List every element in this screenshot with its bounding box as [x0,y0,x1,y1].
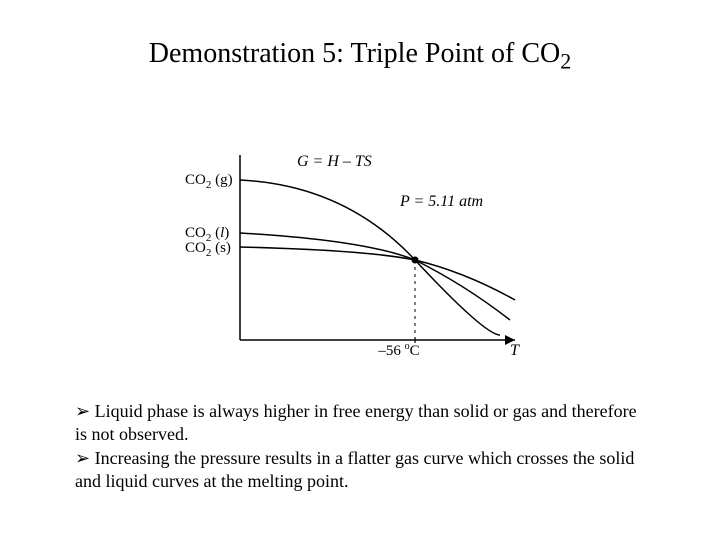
bullet-1-text: Liquid phase is always higher in free en… [75,401,637,444]
gibbs-energy-chart: G = H – TS P = 5.11 atm T –56 oC CO2 (g)… [145,150,545,370]
x-tick-label: –56 oC [377,341,419,359]
title-subscript: 2 [560,49,571,74]
body-text: ➢ Liquid phase is always higher in free … [75,400,645,494]
x-axis-label: T [510,342,520,359]
title-text: Demonstration 5: Triple Point of CO [149,38,560,69]
chart-svg: G = H – TS P = 5.11 atm T –56 oC CO2 (g)… [145,150,545,370]
bullet-arrow-icon: ➢ [75,448,90,468]
solid-curve [240,247,515,300]
bullet-arrow-icon: ➢ [75,401,90,421]
triple-point-marker [412,257,419,264]
bullet-1: ➢ Liquid phase is always higher in free … [75,401,637,444]
gas-label: CO2 (g) [185,172,233,191]
pressure-label: P = 5.11 atm [399,193,483,210]
liquid-curve [240,233,510,320]
bullet-2: ➢ Increasing the pressure results in a f… [75,448,634,491]
equation-label: G = H – TS [297,153,372,170]
page-title: Demonstration 5: Triple Point of CO2 [0,38,720,75]
bullet-2-text: Increasing the pressure results in a fla… [75,448,634,491]
